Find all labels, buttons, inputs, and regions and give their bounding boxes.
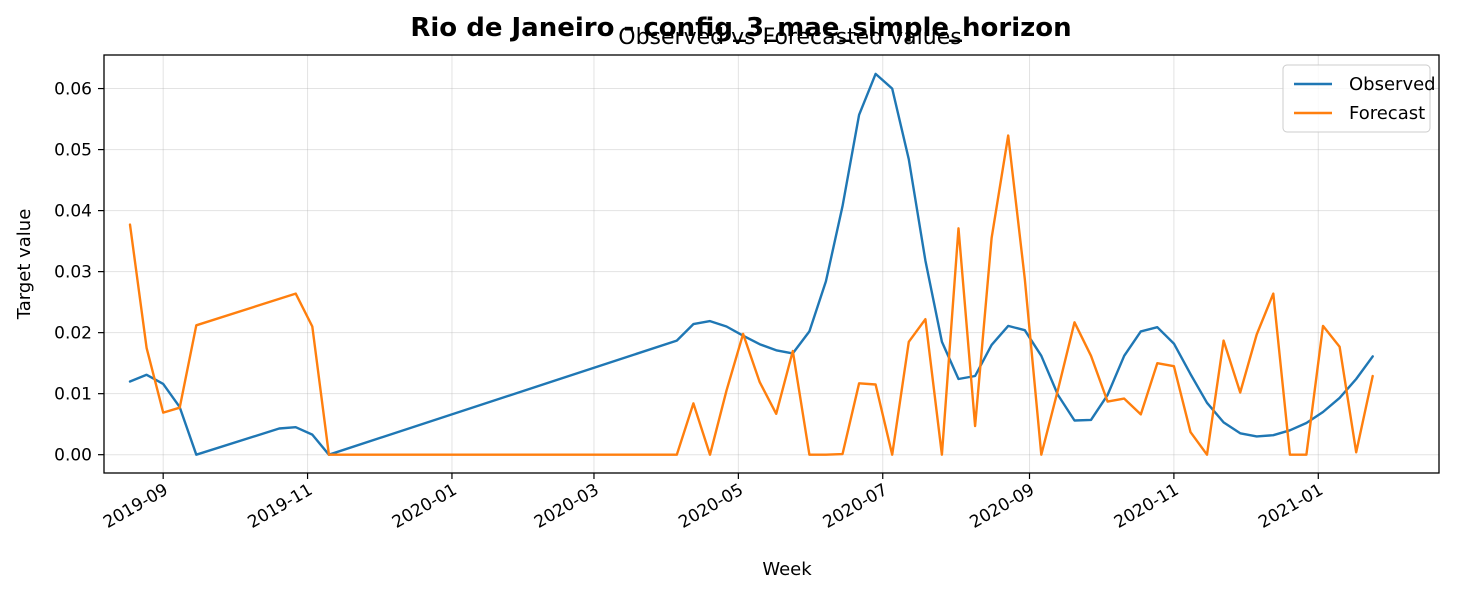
x-tick-label: 2019-11 — [245, 480, 317, 533]
x-tick-label: 2020-01 — [389, 480, 461, 533]
series-line-forecast — [128, 134, 1374, 456]
x-tick-label: 2020-11 — [1111, 480, 1183, 533]
y-tick-label: 0.06 — [54, 80, 92, 100]
series-line-observed — [128, 72, 1374, 456]
chart-title: Rio de Janeiro - config_3_mae_simple_hor… — [410, 13, 1071, 43]
plot-area-frame — [103, 54, 1440, 474]
x-tick-label: 2021-01 — [1255, 480, 1327, 533]
axis-ticks: 0.00 0.01 0.02 0.03 0.04 0.05 0.06 2019-09 2019-… — [54, 80, 1327, 533]
y-tick-label: 0.03 — [54, 263, 92, 283]
x-tick-label: 2020-05 — [675, 480, 747, 533]
x-axis-label: Week — [762, 559, 812, 580]
series-lines — [128, 72, 1374, 456]
y-axis-label: Target value — [14, 209, 35, 321]
y-tick-label: 0.00 — [54, 446, 92, 466]
chart-subtitle: Observed vs Forecasted values — [618, 25, 961, 50]
x-tick-label: 2020-03 — [531, 480, 603, 533]
legend-box — [1282, 64, 1431, 133]
x-tick-label: 2020-07 — [820, 480, 892, 533]
legend-label-observed: Observed — [1349, 74, 1436, 95]
y-tick-label: 0.05 — [54, 141, 92, 161]
y-tick-label: 0.02 — [54, 324, 92, 344]
y-tick-label: 0.04 — [54, 202, 92, 222]
legend-label-forecast: Forecast — [1349, 103, 1425, 124]
x-tick-label: 2019-09 — [100, 480, 172, 533]
legend: Observed Forecast — [1282, 64, 1436, 133]
x-tick-label: 2020-09 — [966, 480, 1038, 533]
grid — [104, 55, 1439, 473]
y-tick-label: 0.01 — [54, 385, 92, 405]
